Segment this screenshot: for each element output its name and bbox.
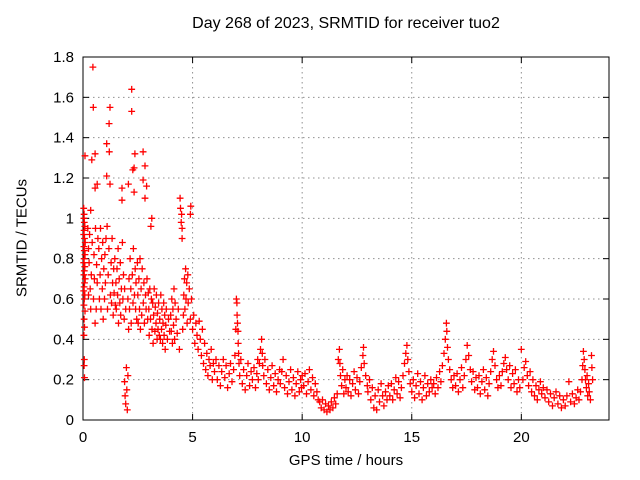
x-tick-label: 10 xyxy=(294,429,311,446)
x-tick-label: 20 xyxy=(513,429,530,446)
data-points xyxy=(80,63,596,416)
plot-frame xyxy=(82,56,610,421)
x-tick-label: 0 xyxy=(79,429,87,446)
y-tick-label: 1.4 xyxy=(53,130,74,147)
y-tick-label: 1.6 xyxy=(53,89,74,106)
chart-title: Day 268 of 2023, SRMTID for receiver tuo… xyxy=(192,15,500,32)
y-tick-label: 1.8 xyxy=(53,49,74,66)
y-tick-label: 0.8 xyxy=(53,251,74,268)
x-tick-label: 15 xyxy=(403,429,420,446)
y-tick-label: 0 xyxy=(66,412,74,429)
x-axis-label: GPS time / hours xyxy=(288,452,404,469)
y-tick-label: 0.6 xyxy=(53,291,74,308)
y-tick-label: 1 xyxy=(66,210,74,227)
y-tick-label: 0.2 xyxy=(53,372,74,389)
x-tick-label: 5 xyxy=(188,429,196,446)
y-tick-label: 0.4 xyxy=(53,331,74,348)
y-tick-label: 1.2 xyxy=(53,170,74,187)
